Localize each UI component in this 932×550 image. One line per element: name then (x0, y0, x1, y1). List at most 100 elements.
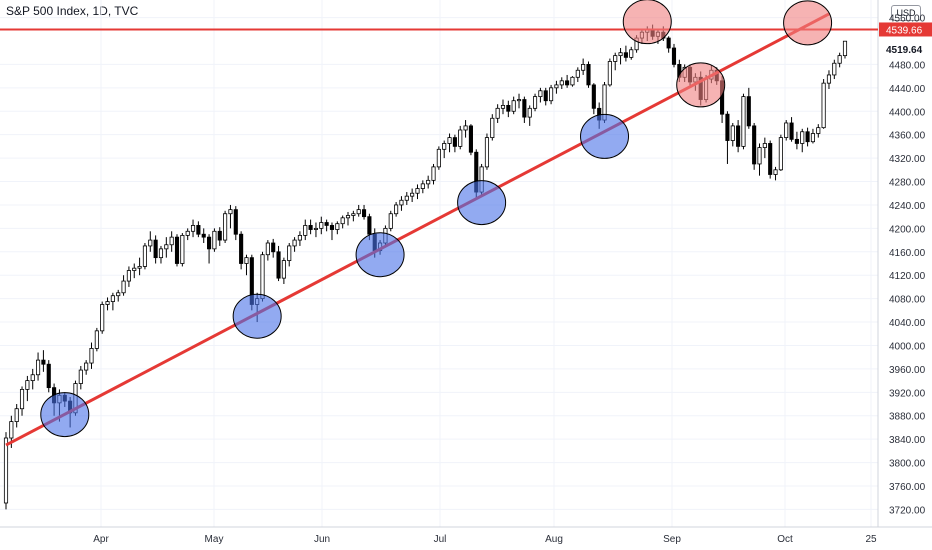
time-tick-label: 25 (865, 534, 877, 545)
candle (303, 219, 308, 241)
candle-body-up (158, 248, 164, 259)
time-tick-label: May (205, 534, 224, 545)
candle-body-up (415, 188, 420, 194)
candle (233, 206, 238, 241)
candle (313, 222, 319, 238)
candle (773, 166, 778, 181)
candle (565, 74, 570, 88)
candle-body-up (607, 61, 612, 86)
candle (345, 211, 351, 226)
candle-body-down (46, 363, 51, 389)
candle (527, 105, 532, 126)
candle (196, 221, 201, 238)
candle (426, 175, 431, 189)
candle (618, 48, 623, 65)
candle-body-up (778, 137, 783, 171)
candle (805, 127, 810, 147)
candle-body-up (784, 122, 789, 139)
candle (351, 210, 356, 222)
candle (158, 245, 164, 264)
resistance-touch-circle (676, 62, 726, 108)
candle-series (3, 24, 848, 510)
candle-body-up (340, 217, 345, 225)
candle (463, 120, 468, 138)
candle (239, 231, 244, 270)
resistance-touch-circle (783, 0, 833, 46)
candle-body-up (105, 301, 110, 305)
candle (142, 243, 147, 270)
candle (581, 58, 586, 75)
candle-body-up (180, 234, 185, 264)
candle-body-up (436, 148, 441, 168)
candle (495, 104, 500, 123)
candle-body-up (538, 90, 543, 98)
candle (532, 93, 538, 112)
candle (800, 128, 805, 153)
candle-body-up (287, 245, 292, 261)
chart-title: S&P 500 Index, 1D, TVC (6, 4, 139, 18)
candle (340, 215, 345, 229)
price-tick-label: 3840.00 (889, 435, 926, 446)
candle-body-down (746, 96, 751, 127)
candle-body-up (549, 87, 554, 102)
candle (543, 87, 548, 106)
price-tick-label: 3880.00 (889, 412, 926, 423)
candle-body-up (511, 100, 516, 112)
candle (271, 238, 276, 258)
candle (394, 202, 399, 217)
candle-body-up (484, 137, 490, 168)
candle-body-up (89, 348, 94, 364)
candle (153, 235, 158, 264)
candle (46, 360, 51, 393)
candle-body-up (110, 295, 115, 302)
candle (399, 196, 404, 211)
candle-body-up (100, 304, 105, 332)
candle (404, 192, 409, 205)
price-tick-label: 4400.00 (889, 107, 926, 118)
candle (629, 46, 634, 60)
candle (89, 342, 94, 369)
grid-lines (0, 0, 878, 527)
candle-body-up (431, 166, 436, 181)
candle (287, 243, 292, 267)
candle-body-up (164, 244, 169, 250)
support-touch-circle (580, 113, 630, 159)
support-touch-circle (232, 293, 282, 339)
candle-body-up (463, 125, 468, 131)
candle-body-up (842, 40, 848, 57)
time-tick-label: Oct (777, 534, 793, 545)
candle-body-up (121, 280, 126, 294)
candle-body-up (399, 199, 404, 206)
candle (746, 87, 751, 129)
candle-body-up (303, 225, 308, 236)
candle-body-down (752, 125, 757, 165)
candle-body-up (821, 82, 826, 129)
candle-body-up (404, 195, 409, 201)
candle (78, 365, 83, 390)
price-tick-label: 4200.00 (889, 224, 926, 235)
candle-body-up (532, 96, 538, 109)
candle-body-up (810, 133, 815, 143)
candle (281, 257, 286, 284)
candle-body-up (730, 125, 735, 141)
candle (730, 122, 735, 147)
candle (41, 350, 46, 372)
candle-body-up (554, 84, 559, 89)
candle-body-up (575, 69, 580, 78)
candle (356, 204, 361, 217)
candle-body-up (78, 369, 83, 384)
candle-body-up (212, 230, 217, 250)
candle-body-up (800, 131, 805, 144)
candle (484, 133, 490, 170)
candle-body-down (789, 122, 794, 140)
time-tick-label: Jul (434, 534, 447, 545)
candle (335, 221, 340, 235)
candle (768, 140, 773, 179)
candle (207, 234, 212, 264)
currency-badge[interactable]: USD (891, 5, 921, 21)
candle-body-up (837, 55, 842, 64)
candle-body-up (3, 437, 9, 504)
price-tick-label: 4040.00 (889, 318, 926, 329)
price-tick-label: 4120.00 (889, 271, 926, 282)
